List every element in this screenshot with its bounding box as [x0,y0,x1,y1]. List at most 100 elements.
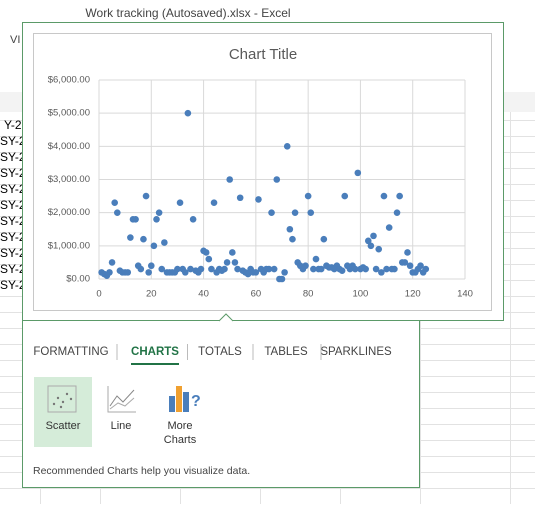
point [161,239,168,246]
point [406,262,414,270]
point [223,259,231,266]
point [396,192,403,200]
point [140,235,147,243]
point [108,259,116,266]
x-tick-label: 20 [146,289,157,300]
point [229,249,236,256]
more-charts-icon: ? [169,386,201,412]
plot: $0.00 $1,000.00 $2,000.00 $3,000.00 $4,000.0… [48,75,473,300]
point [320,235,328,243]
point [286,225,294,233]
y-tick-label: $5,000.00 [48,108,90,119]
point [155,209,163,216]
x-tick-label: 60 [251,289,262,300]
point [187,265,194,273]
point [268,209,275,216]
point [208,265,215,273]
point [137,265,145,273]
sheet-cell: SY-2 [0,230,26,244]
point [244,270,252,278]
point [221,265,228,273]
point [312,255,320,263]
chart-button[interactable] [92,377,150,447]
tab[interactable]: TABLES [264,346,308,358]
point [338,267,346,275]
button-label: Line [111,420,132,432]
point [189,216,197,223]
y-tick-label: $2,000.00 [48,207,90,218]
scatter-icon [47,385,77,413]
point [341,192,349,200]
hint: Recommended Charts help you visualize da… [33,465,250,477]
y-tick-label: $6,000.00 [48,75,90,86]
x-tick-label: 100 [352,289,368,300]
tab[interactable]: FORMATTING [33,346,108,358]
point [255,196,262,203]
point [291,209,299,216]
tab[interactable]: SPARKLINES [320,346,392,358]
point [197,265,205,273]
sheet-cell: SY-2 [0,198,26,212]
point [265,265,273,273]
svg-text:?: ? [191,393,201,410]
point [127,234,134,241]
sheet-cell: SY-2 [0,214,26,228]
point [234,265,241,273]
button-label: Scatter [46,420,81,432]
tab[interactable]: CHARTS [131,346,179,358]
sheet-cell: SY-2 [0,246,26,260]
point [114,209,121,216]
point [181,269,189,276]
chart-button[interactable] [34,377,92,447]
point [150,242,158,250]
buttons: Scatter Line More Charts [34,377,197,447]
point [158,265,166,273]
point [289,235,296,243]
chart-title: Chart Title [229,46,297,63]
tab[interactable]: TOTALS [198,346,242,358]
point [226,176,234,183]
point [142,192,150,200]
point [375,245,383,253]
point [401,259,409,266]
point [231,259,239,266]
point [351,265,359,273]
point [422,265,430,273]
point [391,265,398,273]
sheet-cell: SY-2 [0,278,26,292]
point [273,176,281,183]
point [278,275,286,283]
sheet-cell: SY-2 [0,166,26,180]
point [317,265,325,273]
pointer [218,313,234,322]
point [417,262,424,270]
x-tick-label: 0 [96,289,101,300]
x-tick-label: 140 [457,289,473,300]
x-tick-label: 120 [405,289,421,300]
point [367,242,375,250]
tabs: FORMATTING CHARTS TOTALS TABLES SPARKLINES [33,344,392,365]
point [236,194,244,202]
point [145,269,152,276]
point [354,169,362,177]
point [210,199,218,207]
point [205,255,213,263]
point [362,265,369,273]
point [184,109,192,117]
point [283,143,291,150]
point [304,192,312,200]
point [393,209,401,216]
point [176,199,184,207]
point [378,269,385,276]
y-tick-label: $1,000.00 [48,240,90,251]
point [270,265,278,273]
sheet-cell: SY-2 [0,134,26,148]
sheet-cell: SY-2 [0,150,26,164]
point [132,216,139,223]
point [106,269,113,276]
point [281,269,288,276]
point [364,237,372,245]
button-label: Charts [164,434,197,446]
point [404,249,411,256]
